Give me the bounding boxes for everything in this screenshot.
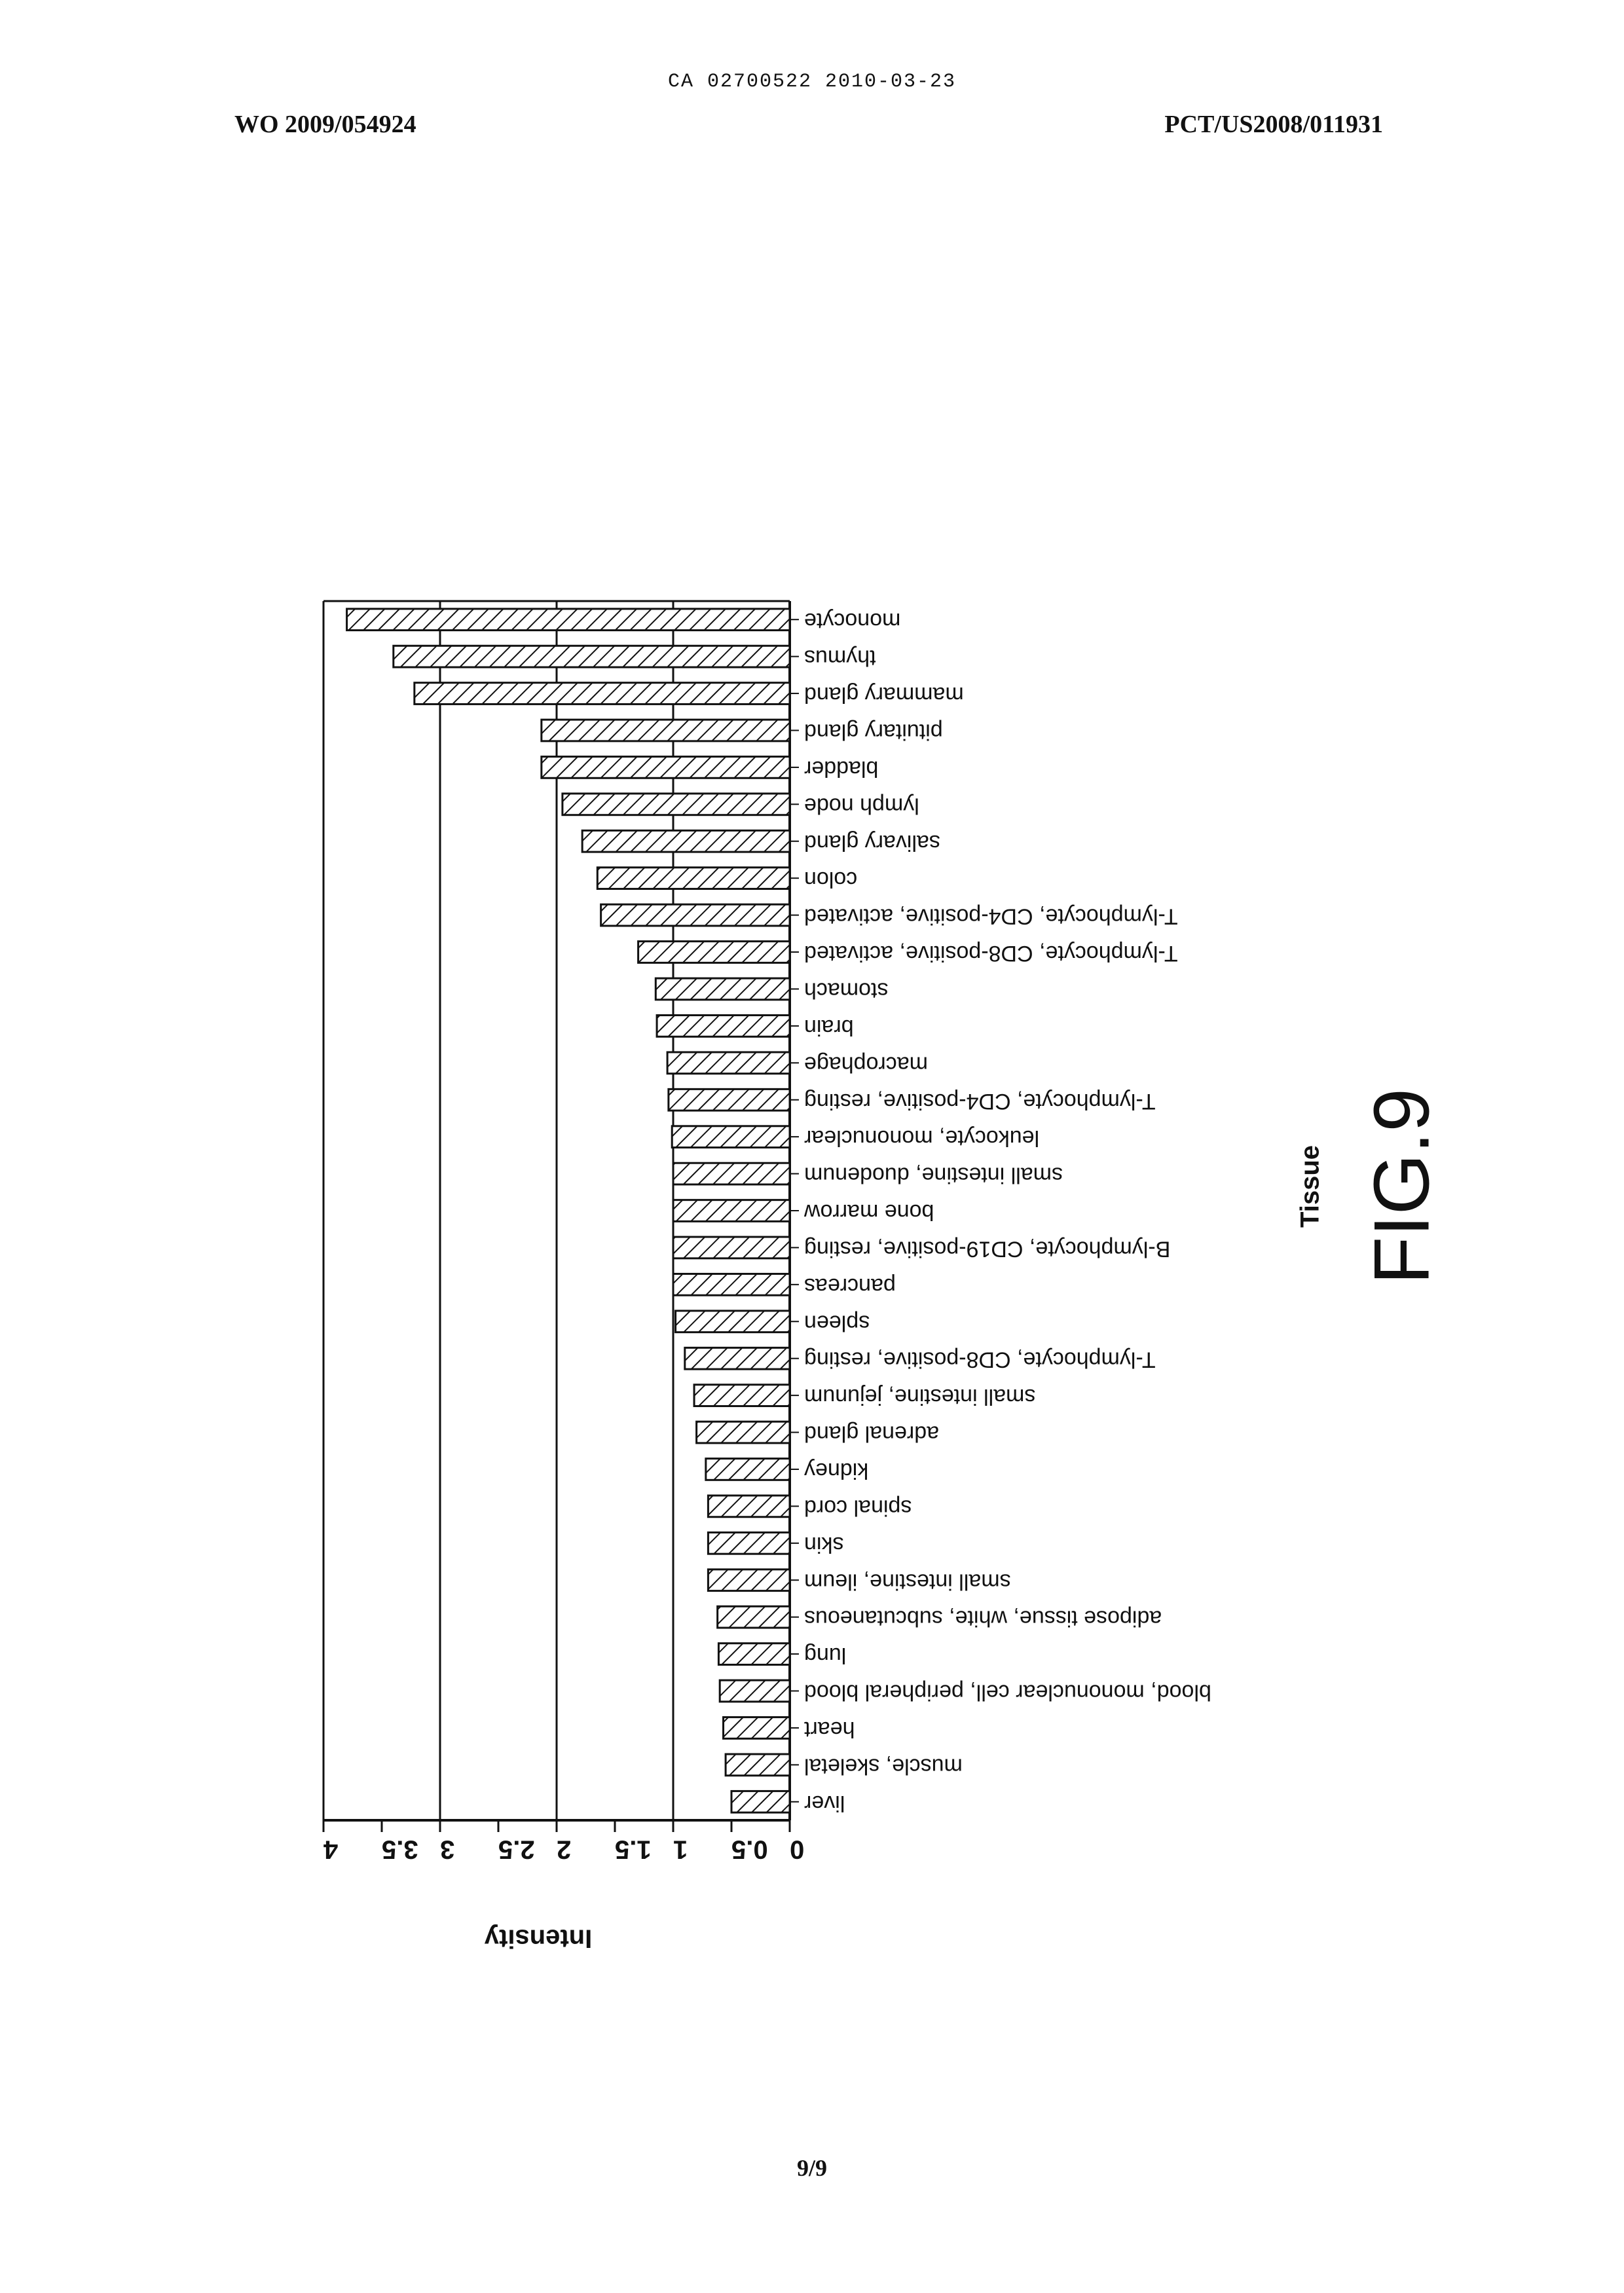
bar <box>657 1016 790 1037</box>
bar <box>638 942 790 963</box>
bar <box>724 1717 790 1739</box>
value-tick-label: 0 <box>790 1835 804 1863</box>
category-axis-title: Tissue <box>1296 1145 1325 1228</box>
bar <box>542 720 790 741</box>
bar <box>347 609 790 631</box>
bar <box>676 1311 790 1332</box>
category-label: T-lymphocyte, CD8-positive, activated <box>804 941 1178 966</box>
bar <box>708 1495 790 1517</box>
value-tick-label: 2 <box>557 1835 571 1863</box>
value-tick-label: 3.5 <box>382 1835 418 1863</box>
category-label: blood, mononuclear cell, peripheral bloo… <box>804 1680 1211 1705</box>
page-number: 9/9 <box>0 2154 1624 2182</box>
value-tick-label: 4 <box>323 1835 338 1863</box>
category-label: adipose tissue, white, subcutaneous <box>804 1606 1162 1631</box>
bar <box>394 646 790 667</box>
value-axis-title: Intensity <box>484 1924 592 1953</box>
bar <box>708 1532 790 1554</box>
bar <box>601 904 790 926</box>
category-label: T-lymphocyte, CD4-positive, activated <box>804 904 1178 929</box>
category-label: salivary gland <box>804 830 940 855</box>
category-label: bone marrow <box>804 1200 934 1224</box>
bar <box>706 1459 790 1480</box>
bar <box>731 1791 790 1812</box>
bar <box>582 830 790 852</box>
bar <box>673 1237 790 1258</box>
bar <box>667 1052 790 1074</box>
category-label: lung <box>804 1643 846 1668</box>
bar <box>673 1163 790 1184</box>
category-label: bladder <box>804 756 878 781</box>
bar <box>673 1200 790 1222</box>
bar <box>655 978 790 1000</box>
bar <box>726 1754 790 1776</box>
category-label: small intestine, ileum <box>804 1569 1011 1594</box>
category-label: mammary gland <box>804 682 964 707</box>
bar <box>673 1274 790 1295</box>
bar <box>542 757 790 779</box>
category-label: colon <box>804 867 857 892</box>
category-label: small intestine, jejunum <box>804 1384 1035 1409</box>
category-label: T-lymphocyte, CD4-positive, resting <box>804 1089 1156 1114</box>
bar <box>597 868 790 889</box>
bar <box>697 1422 790 1443</box>
bar <box>718 1643 790 1665</box>
category-label: liver <box>804 1791 845 1816</box>
value-tick-label: 2.5 <box>498 1835 535 1863</box>
chart-plot-area: 0 0.5 1 1.5 2 2.5 3 3.5 4 liver muscle, skeletal he… <box>323 601 1445 1953</box>
figure-label: FIG.9 <box>1358 1088 1446 1285</box>
bar <box>685 1348 790 1369</box>
category-label: monocyte <box>804 608 900 633</box>
category-label: leukocyte, mononuclear <box>804 1126 1039 1150</box>
category-label: lymph node <box>804 793 919 818</box>
category-label: pancreas <box>804 1274 896 1298</box>
bar <box>720 1680 790 1702</box>
bar <box>718 1606 790 1628</box>
bar <box>563 794 790 815</box>
category-label: spinal cord <box>804 1495 912 1520</box>
category-label: adrenal gland <box>804 1422 939 1446</box>
category-label: muscle, skeletal <box>804 1753 963 1778</box>
category-label: kidney <box>804 1458 868 1483</box>
value-tick-label: 3 <box>440 1835 454 1863</box>
category-label: stomach <box>804 978 889 1002</box>
bar <box>708 1569 790 1591</box>
value-tick-label: 0.5 <box>731 1835 768 1863</box>
category-label: thymus <box>804 646 876 670</box>
category-label: B-lymphocyte, CD19-positive, resting <box>804 1236 1170 1261</box>
category-label: pituitary gland <box>804 720 943 744</box>
value-tick-label: 1 <box>673 1835 688 1863</box>
category-label: spleen <box>804 1310 870 1335</box>
category-label: brain <box>804 1015 854 1040</box>
bar <box>672 1126 790 1148</box>
category-label: small intestine, duodenum <box>804 1163 1063 1188</box>
category-label: skin <box>804 1532 843 1557</box>
category-label: T-lymphocyte, CD8-positive, resting <box>804 1348 1156 1372</box>
category-label: macrophage <box>804 1052 928 1076</box>
category-label: heart <box>803 1717 855 1742</box>
bar <box>694 1385 790 1406</box>
value-tick-label: 1.5 <box>615 1835 652 1863</box>
bar <box>415 683 790 705</box>
bar <box>669 1089 790 1110</box>
